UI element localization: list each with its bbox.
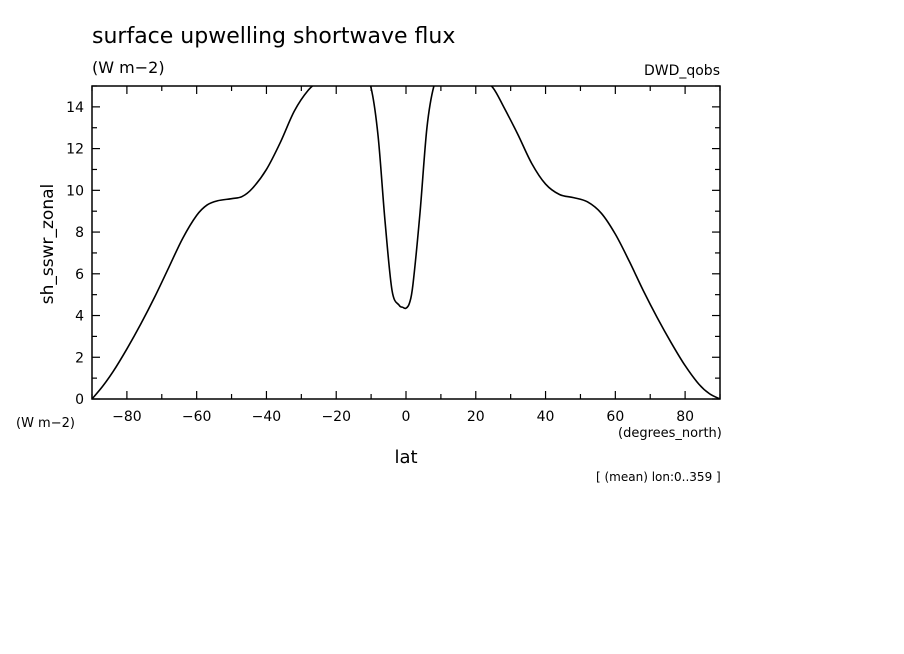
chart-units: (W m−2) [92, 58, 165, 77]
chart-title: surface upwelling shortwave flux [92, 24, 456, 49]
dataset-label: DWD_qobs [643, 63, 720, 79]
y-tick-label: 8 [75, 225, 84, 241]
x-tick-label: 80 [676, 409, 694, 425]
x-tick-label: 20 [467, 409, 485, 425]
plot-frame [91, 85, 721, 400]
series-line [92, 86, 720, 399]
y-tick-label: 10 [66, 183, 84, 199]
x-tick-label: 60 [606, 409, 624, 425]
y-tick-label: 2 [75, 350, 84, 366]
y-tick-label: 12 [66, 142, 84, 158]
x-tick-label: 40 [537, 409, 555, 425]
footnote: [ (mean) lon:0..359 ] [596, 470, 721, 484]
y-axis-units: (W m−2) [16, 416, 75, 431]
x-tick-label: −60 [182, 409, 212, 425]
y-tick-label: 14 [66, 100, 84, 116]
x-tick-label: 0 [402, 409, 411, 425]
y-tick-label: 6 [75, 267, 84, 283]
x-tick-label: −40 [252, 409, 282, 425]
x-tick-label: −20 [321, 409, 351, 425]
tick-labels: −80 −60 −40 −20 0 20 40 60 80 0 2 4 6 8 10 12 14 [66, 100, 694, 425]
y-tick-label: 0 [75, 392, 84, 408]
tick-marks [91, 85, 721, 400]
x-axis-label: lat [394, 447, 418, 468]
x-tick-label: −80 [112, 409, 142, 425]
x-axis-units: (degrees_north) [618, 426, 722, 441]
y-tick-label: 4 [75, 309, 84, 325]
